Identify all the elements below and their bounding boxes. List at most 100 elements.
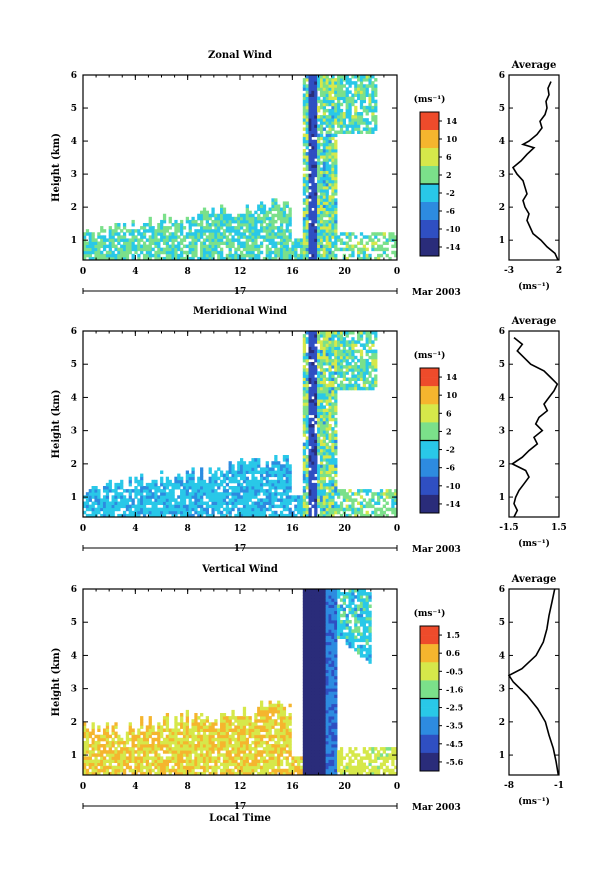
colorbar: (ms⁻¹) 1.5 0.6 -0.5 -1.6 -2.5 -3.5 -4.5 -5.6 (414, 608, 464, 772)
average-y-tick-label: 1 (499, 236, 505, 246)
panel-title: Vertical Wind (201, 564, 278, 575)
date-month-label: Mar 2003 (412, 803, 461, 813)
x-tick-label: 12 (234, 782, 247, 792)
date-day-label: 17 (234, 544, 247, 554)
heatmap-cells (83, 589, 398, 776)
y-tick-label: 1 (71, 236, 77, 246)
x-tick-label: 16 (286, 524, 299, 534)
y-tick-label: 5 (71, 104, 77, 114)
colorbar-tick-label: 10 (446, 390, 458, 400)
average-y-tick-label: 5 (499, 618, 505, 628)
colorbar: (ms⁻¹) 14 10 6 2 -2 -6 -10 -14 (414, 94, 461, 257)
y-tick-label: 4 (71, 137, 77, 147)
x-tick-label: 12 (234, 524, 247, 534)
x-tick-label: 20 (338, 267, 351, 277)
y-tick-label: 3 (71, 685, 77, 695)
x-tick-label: 0 (80, 782, 86, 792)
y-tick-label: 4 (71, 393, 77, 403)
x-tick-label: 0 (394, 524, 400, 534)
x-axis-label: Local Time (209, 813, 271, 824)
average-y-tick-label: 6 (499, 585, 505, 595)
colorbar-tick-label: -1.6 (446, 684, 464, 694)
y-tick-label: 3 (71, 170, 77, 180)
colorbar-tick-label: 14 (446, 116, 458, 126)
colorbar-tick-label: -3.5 (446, 721, 463, 731)
average-profile-line (511, 81, 559, 261)
colorbar-tick-label: -5.6 (446, 757, 464, 767)
x-tick-label: 0 (80, 267, 86, 277)
colorbar-tick-label: 6 (446, 152, 452, 162)
average-unit-label: (ms⁻¹) (518, 796, 550, 807)
y-tick-label: 1 (71, 493, 77, 503)
x-tick-label: 16 (286, 782, 299, 792)
average-y-tick-label: 4 (499, 393, 505, 403)
average-x-tick-label: -3 (504, 266, 514, 276)
average-y-tick-label: 2 (499, 203, 505, 213)
x-tick-label: 16 (286, 267, 299, 277)
date-month-label: Mar 2003 (412, 545, 461, 555)
colorbar-tick-label: -14 (446, 499, 461, 509)
x-tick-label: 20 (338, 782, 351, 792)
colorbar-tick-label: 6 (446, 408, 452, 418)
y-tick-label: 2 (71, 718, 77, 728)
average-title: Average (511, 574, 557, 585)
date-month-label: Mar 2003 (412, 288, 461, 298)
y-axis-label: Height (km) (51, 390, 62, 459)
average-profile: Average 1 2 3 4 5 6 -8 -1 (ms⁻¹) (499, 574, 564, 807)
average-profile-line (510, 336, 559, 518)
colorbar-tick-label: 2 (446, 170, 452, 180)
colorbar: (ms⁻¹) 14 10 6 2 -2 -6 -10 -14 (414, 350, 461, 514)
average-y-tick-label: 4 (499, 651, 505, 661)
average-unit-label: (ms⁻¹) (518, 281, 550, 292)
colorbar-tick-label: -10 (446, 481, 461, 491)
colorbar-tick-label: -6 (446, 206, 455, 216)
average-y-tick-label: 3 (499, 170, 505, 180)
y-tick-label: 6 (71, 585, 77, 595)
colorbar-unit: (ms⁻¹) (414, 608, 446, 619)
x-tick-label: 4 (132, 782, 138, 792)
average-y-tick-label: 6 (499, 71, 505, 81)
y-tick-label: 6 (71, 71, 77, 81)
x-tick-label: 8 (185, 782, 191, 792)
colorbar-tick-label: -2 (446, 188, 455, 198)
colorbar-unit: (ms⁻¹) (414, 350, 446, 361)
y-axis-label: Height (km) (51, 648, 62, 717)
colorbar-tick-label: 14 (446, 372, 458, 382)
y-tick-label: 3 (71, 427, 77, 437)
average-profile-line (507, 588, 560, 776)
average-y-tick-label: 5 (499, 104, 505, 114)
average-title: Average (511, 60, 557, 71)
average-y-tick-label: 2 (499, 718, 505, 728)
panel-title: Zonal Wind (208, 50, 272, 61)
x-tick-label: 8 (185, 267, 191, 277)
average-unit-label: (ms⁻¹) (518, 538, 550, 549)
colorbar-tick-label: 2 (446, 426, 452, 436)
x-tick-label: 4 (132, 524, 138, 534)
y-tick-label: 5 (71, 360, 77, 370)
panel-title: Meridional Wind (193, 306, 287, 317)
colorbar-tick-label: 1.5 (446, 630, 460, 640)
colorbar-tick-label: 0.6 (446, 648, 460, 658)
x-tick-label: 8 (185, 524, 191, 534)
average-y-tick-label: 4 (499, 137, 505, 147)
colorbar-tick-label: -10 (446, 224, 461, 234)
date-day-label: 17 (234, 802, 247, 812)
colorbar-tick-label: -6 (446, 463, 455, 473)
x-tick-label: 0 (394, 782, 400, 792)
x-tick-label: 0 (394, 267, 400, 277)
x-tick-label: 20 (338, 524, 351, 534)
x-tick-label: 0 (80, 524, 86, 534)
colorbar-tick-label: -0.5 (446, 666, 463, 676)
colorbar-tick-label: -4.5 (446, 739, 463, 749)
average-x-tick-label: -1.5 (499, 523, 518, 533)
average-title: Average (511, 316, 557, 327)
colorbar-tick-label: -2 (446, 445, 455, 455)
average-profile: Average 1 2 3 4 5 6 -3 2 (ms⁻¹) (499, 60, 562, 292)
average-y-tick-label: 5 (499, 360, 505, 370)
average-y-tick-label: 3 (499, 685, 505, 695)
colorbar-tick-label: -14 (446, 242, 461, 252)
average-y-tick-label: 3 (499, 427, 505, 437)
y-tick-label: 2 (71, 460, 77, 470)
